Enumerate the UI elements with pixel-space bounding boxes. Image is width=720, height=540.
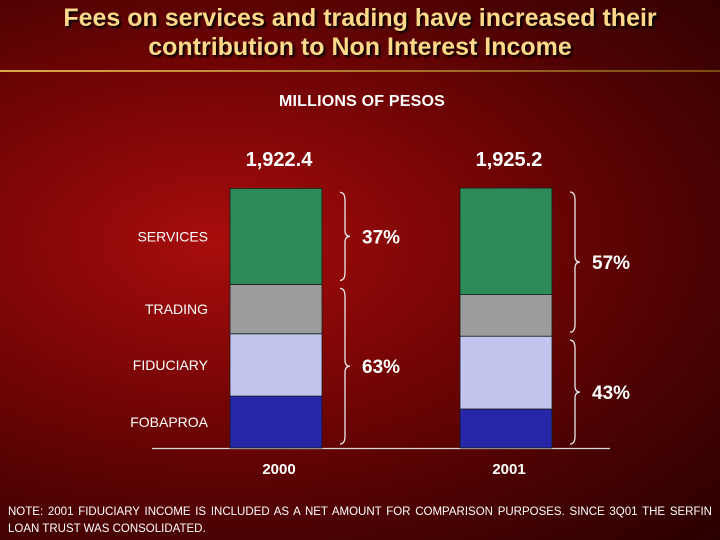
brace-2001-2: [569, 191, 581, 333]
page-title: Fees on services and trading have increa…: [0, 4, 720, 62]
x-tick-label-2000: 2000: [262, 461, 295, 478]
brace-2000-0: [339, 191, 351, 282]
legend-label-trading: TRADING: [145, 301, 208, 317]
bar-segment-trading-2001: [459, 294, 553, 337]
brace-2000-1: [339, 287, 351, 445]
bar-segment-trading-2000: [229, 284, 323, 335]
bar-segment-fiduciary-2001: [459, 335, 553, 410]
group-percent-label-2001-3: 43%: [592, 383, 630, 404]
legend-label-fiduciary: FIDUCIARY: [133, 357, 209, 373]
bar-segment-fiduciary-2000: [229, 333, 323, 397]
group-percent-label-2000-1: 63%: [362, 357, 400, 378]
group-percent-label-2000-0: 37%: [362, 227, 400, 248]
bar-segment-fobaproa-2000: [229, 395, 323, 449]
title-line-1: Fees on services and trading have increa…: [63, 4, 657, 32]
title-divider: [0, 70, 720, 72]
bar-segment-services-2001: [459, 187, 553, 296]
brace-2001-3: [569, 339, 581, 445]
units-label: MILLIONS OF PESOS: [278, 93, 446, 110]
total-label-2000: 1,922.4: [246, 149, 314, 171]
total-label-2001: 1,925.2: [476, 149, 543, 171]
group-percent-label-2001-2: 57%: [592, 253, 630, 274]
legend-label-fobaproa: FOBAPROA: [130, 414, 208, 430]
footnote: NOTE: 2001 FIDUCIARY INCOME IS INCLUDED …: [8, 506, 712, 535]
bar-segment-services-2000: [229, 187, 323, 285]
title-line-2: contribution to Non Interest Income: [148, 33, 572, 61]
legend-label-services: SERVICES: [137, 228, 208, 244]
x-tick-label-2001: 2001: [492, 461, 525, 478]
bar-segment-fobaproa-2001: [459, 408, 553, 449]
